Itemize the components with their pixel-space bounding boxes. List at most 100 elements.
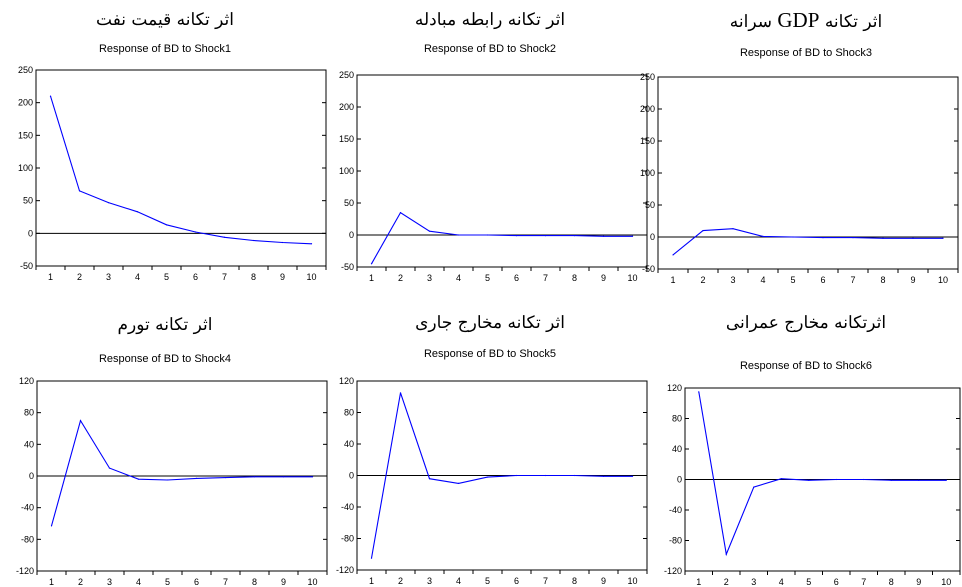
data-point bbox=[602, 235, 605, 237]
data-point bbox=[457, 482, 460, 484]
y-tick-label: -40 bbox=[21, 503, 34, 513]
y-tick-label: 40 bbox=[344, 439, 354, 449]
x-tick-label: 8 bbox=[880, 275, 885, 285]
chart-panel-shock5: اثر تکانه مخارج جاری Response of BD to S… bbox=[330, 295, 650, 587]
x-tick-label: 7 bbox=[861, 577, 866, 587]
y-tick-label: 200 bbox=[18, 98, 33, 108]
x-tick-label: 6 bbox=[514, 576, 519, 586]
y-tick-label: 0 bbox=[28, 228, 33, 238]
data-point bbox=[165, 224, 168, 226]
chart-panel-shock1: اثر تکانه قیمت نفت Response of BD to Sho… bbox=[0, 0, 330, 290]
y-tick-label: 0 bbox=[349, 230, 354, 240]
data-point bbox=[808, 479, 810, 481]
data-point bbox=[780, 478, 782, 480]
x-tick-label: 3 bbox=[427, 273, 432, 283]
y-tick-label: 0 bbox=[677, 475, 682, 485]
x-tick-label: 9 bbox=[281, 577, 286, 587]
persian-title-part: اثر تکانه bbox=[824, 12, 883, 32]
y-tick-label: -50 bbox=[341, 262, 354, 272]
x-tick-label: 9 bbox=[910, 275, 915, 285]
y-tick-label: -80 bbox=[341, 534, 354, 544]
chart-title: Response of BD to Shock2 bbox=[423, 43, 557, 55]
y-tick-label: 150 bbox=[640, 136, 655, 146]
irf-chart-shock1: -50 0 50 100 150 200 250 1 2 3 4 5 6 7 8 9 10 bbox=[18, 65, 327, 282]
x-tick-label: 10 bbox=[627, 273, 637, 283]
irf-chart-shock4: -120 -80 -40 0 40 80 120 1 2 3 4 5 6 7 8 9 10 bbox=[16, 376, 328, 587]
x-tick-label: 6 bbox=[514, 273, 519, 283]
data-point bbox=[78, 190, 81, 192]
data-point bbox=[49, 95, 52, 97]
y-tick-label: 100 bbox=[339, 166, 354, 176]
data-point bbox=[725, 553, 727, 555]
y-tick-label: 50 bbox=[344, 198, 354, 208]
x-tick-label: 2 bbox=[78, 577, 83, 587]
y-tick-label: -80 bbox=[21, 534, 34, 544]
x-tick-label: 3 bbox=[730, 275, 735, 285]
x-tick-label: 4 bbox=[456, 273, 461, 283]
chart-title: Response of BD to Shock4 bbox=[98, 353, 232, 365]
data-point bbox=[311, 476, 314, 478]
response-line bbox=[698, 391, 947, 557]
x-tick-label: 4 bbox=[456, 576, 461, 586]
y-tick-label: 250 bbox=[339, 70, 354, 80]
y-tick-label: 50 bbox=[23, 196, 33, 206]
y-tick-label: 120 bbox=[19, 376, 34, 386]
data-point bbox=[370, 263, 373, 265]
y-tick-label: 40 bbox=[672, 444, 682, 454]
x-tick-label: 9 bbox=[601, 273, 606, 283]
irf-chart-shock3: -50 0 50 100 150 200 250 1 2 3 4 5 6 7 8 9 10 bbox=[640, 72, 959, 285]
x-tick-label: 10 bbox=[307, 577, 317, 587]
x-tick-label: 1 bbox=[369, 273, 374, 283]
data-point bbox=[136, 211, 139, 213]
chart-panel-shock6: اثرتکانه مخارج عمرانی Response of BD to … bbox=[650, 295, 962, 587]
plot-frame bbox=[356, 74, 648, 268]
data-point bbox=[631, 475, 634, 477]
data-point bbox=[194, 231, 197, 233]
data-point bbox=[223, 236, 226, 238]
y-tick-label: 0 bbox=[650, 232, 655, 242]
y-tick-label: 200 bbox=[339, 102, 354, 112]
data-point bbox=[573, 235, 576, 237]
chart-panel-shock4: اثر تکانه تورم Response of BD to Shock4 … bbox=[0, 295, 330, 587]
data-point bbox=[107, 202, 110, 204]
x-tick-label: 7 bbox=[543, 273, 548, 283]
y-tick-label: 80 bbox=[344, 408, 354, 418]
x-tick-label: 5 bbox=[165, 577, 170, 587]
x-tick-label: 8 bbox=[889, 577, 894, 587]
y-tick-label: -120 bbox=[16, 566, 34, 576]
data-point bbox=[882, 237, 884, 239]
y-tick-label: 150 bbox=[18, 130, 33, 140]
persian-title: اثر تکانه تورم bbox=[117, 315, 213, 335]
persian-title: اثرتکانه مخارج عمرانی bbox=[725, 313, 887, 333]
x-tick-label: 1 bbox=[369, 576, 374, 586]
data-point bbox=[792, 236, 794, 238]
data-point bbox=[822, 237, 824, 239]
x-tick-label: 10 bbox=[627, 576, 637, 586]
x-tick-label: 9 bbox=[916, 577, 921, 587]
y-tick-label: 100 bbox=[18, 163, 33, 173]
x-tick-label: 5 bbox=[164, 272, 169, 282]
data-point bbox=[428, 230, 431, 232]
x-tick-label: 10 bbox=[938, 275, 948, 285]
persian-title: اثر تکانه GDP سرانه bbox=[650, 8, 962, 33]
response-line bbox=[50, 419, 313, 527]
persian-title: اثر تکانه مخارج جاری bbox=[415, 313, 565, 333]
y-tick-label: 250 bbox=[18, 65, 33, 75]
data-point bbox=[602, 475, 605, 477]
data-point bbox=[486, 476, 489, 478]
y-tick-label: -120 bbox=[336, 565, 354, 575]
data-point bbox=[457, 234, 460, 236]
y-tick-label: 100 bbox=[640, 168, 655, 178]
plot-frame bbox=[657, 76, 959, 270]
x-tick-label: 2 bbox=[398, 273, 403, 283]
chart-title: Response of BD to Shock1 bbox=[98, 43, 232, 55]
x-tick-label: 7 bbox=[543, 576, 548, 586]
data-point bbox=[942, 237, 944, 239]
y-tick-label: -40 bbox=[341, 502, 354, 512]
irf-chart-shock6: -120 -80 -40 0 40 80 120 1 2 3 4 5 6 7 8 9 10 bbox=[664, 383, 961, 587]
plot-frame bbox=[35, 69, 327, 267]
data-point bbox=[137, 478, 140, 480]
x-tick-label: 5 bbox=[790, 275, 795, 285]
data-point bbox=[762, 235, 764, 237]
x-tick-label: 2 bbox=[700, 275, 705, 285]
